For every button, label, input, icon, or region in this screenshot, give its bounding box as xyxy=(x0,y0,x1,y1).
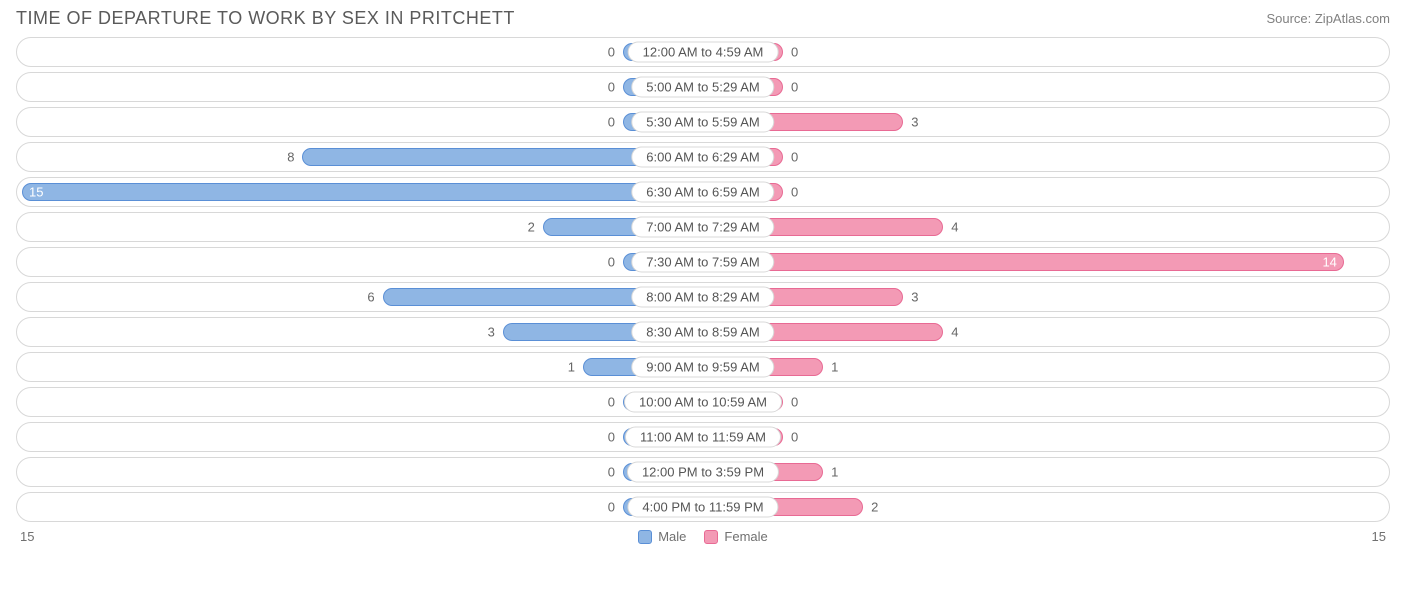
chart-row: 0 0 10:00 AM to 10:59 AM xyxy=(16,387,1390,417)
male-bar: 15 xyxy=(22,183,703,201)
male-value: 0 xyxy=(608,255,615,270)
chart-row: 0 14 7:30 AM to 7:59 AM xyxy=(16,247,1390,277)
legend-item-male: Male xyxy=(638,529,686,544)
male-value: 6 xyxy=(367,290,374,305)
chart-row: 15 0 6:30 AM to 6:59 AM xyxy=(16,177,1390,207)
female-value: 4 xyxy=(951,325,958,340)
female-value: 1 xyxy=(831,465,838,480)
row-category-label: 7:30 AM to 7:59 AM xyxy=(631,252,774,273)
legend: Male Female xyxy=(638,529,768,544)
male-value: 3 xyxy=(488,325,495,340)
chart-row: 0 0 5:00 AM to 5:29 AM xyxy=(16,72,1390,102)
chart-title: TIME OF DEPARTURE TO WORK BY SEX IN PRIT… xyxy=(16,8,515,29)
female-value: 3 xyxy=(911,115,918,130)
chart-row: 0 3 5:30 AM to 5:59 AM xyxy=(16,107,1390,137)
male-value: 15 xyxy=(29,185,43,200)
chart-row: 8 0 6:00 AM to 6:29 AM xyxy=(16,142,1390,172)
female-value: 3 xyxy=(911,290,918,305)
legend-swatch-male xyxy=(638,530,652,544)
legend-label-female: Female xyxy=(724,529,767,544)
row-category-label: 7:00 AM to 7:29 AM xyxy=(631,217,774,238)
female-value: 2 xyxy=(871,500,878,515)
row-category-label: 8:00 AM to 8:29 AM xyxy=(631,287,774,308)
row-category-label: 10:00 AM to 10:59 AM xyxy=(624,392,782,413)
row-category-label: 4:00 PM to 11:59 PM xyxy=(627,497,778,518)
male-value: 8 xyxy=(287,150,294,165)
chart-row: 0 1 12:00 PM to 3:59 PM xyxy=(16,457,1390,487)
male-value: 0 xyxy=(608,500,615,515)
female-value: 4 xyxy=(951,220,958,235)
row-category-label: 5:30 AM to 5:59 AM xyxy=(631,112,774,133)
row-category-label: 11:00 AM to 11:59 AM xyxy=(625,427,781,448)
female-value: 0 xyxy=(791,395,798,410)
legend-swatch-female xyxy=(704,530,718,544)
legend-label-male: Male xyxy=(658,529,686,544)
male-value: 1 xyxy=(568,360,575,375)
chart-row: 0 0 11:00 AM to 11:59 AM xyxy=(16,422,1390,452)
female-value: 0 xyxy=(791,150,798,165)
female-bar: 14 xyxy=(703,253,1344,271)
female-value: 1 xyxy=(831,360,838,375)
male-value: 2 xyxy=(528,220,535,235)
row-category-label: 5:00 AM to 5:29 AM xyxy=(631,77,774,98)
row-category-label: 12:00 AM to 4:59 AM xyxy=(628,42,779,63)
row-category-label: 6:00 AM to 6:29 AM xyxy=(631,147,774,168)
chart-source: Source: ZipAtlas.com xyxy=(1266,11,1390,26)
axis-left-max: 15 xyxy=(20,529,34,544)
chart-header: TIME OF DEPARTURE TO WORK BY SEX IN PRIT… xyxy=(0,0,1406,33)
row-category-label: 8:30 AM to 8:59 AM xyxy=(631,322,774,343)
chart-row: 3 4 8:30 AM to 8:59 AM xyxy=(16,317,1390,347)
male-value: 0 xyxy=(608,45,615,60)
male-value: 0 xyxy=(608,395,615,410)
male-value: 0 xyxy=(608,115,615,130)
legend-item-female: Female xyxy=(704,529,767,544)
chart-area: 0 0 12:00 AM to 4:59 AM 0 0 5:00 AM to 5:29 A… xyxy=(0,33,1406,522)
chart-row: 2 4 7:00 AM to 7:29 AM xyxy=(16,212,1390,242)
chart-row: 0 2 4:00 PM to 11:59 PM xyxy=(16,492,1390,522)
row-category-label: 9:00 AM to 9:59 AM xyxy=(631,357,774,378)
male-value: 0 xyxy=(608,465,615,480)
row-category-label: 6:30 AM to 6:59 AM xyxy=(631,182,774,203)
chart-row: 0 0 12:00 AM to 4:59 AM xyxy=(16,37,1390,67)
female-value: 14 xyxy=(1322,255,1336,270)
row-category-label: 12:00 PM to 3:59 PM xyxy=(627,462,779,483)
axis-right-max: 15 xyxy=(1372,529,1386,544)
male-value: 0 xyxy=(608,80,615,95)
female-value: 0 xyxy=(791,430,798,445)
male-value: 0 xyxy=(608,430,615,445)
chart-row: 1 1 9:00 AM to 9:59 AM xyxy=(16,352,1390,382)
female-value: 0 xyxy=(791,45,798,60)
chart-footer: 15 Male Female 15 xyxy=(0,527,1406,544)
female-value: 0 xyxy=(791,80,798,95)
chart-row: 6 3 8:00 AM to 8:29 AM xyxy=(16,282,1390,312)
female-value: 0 xyxy=(791,185,798,200)
